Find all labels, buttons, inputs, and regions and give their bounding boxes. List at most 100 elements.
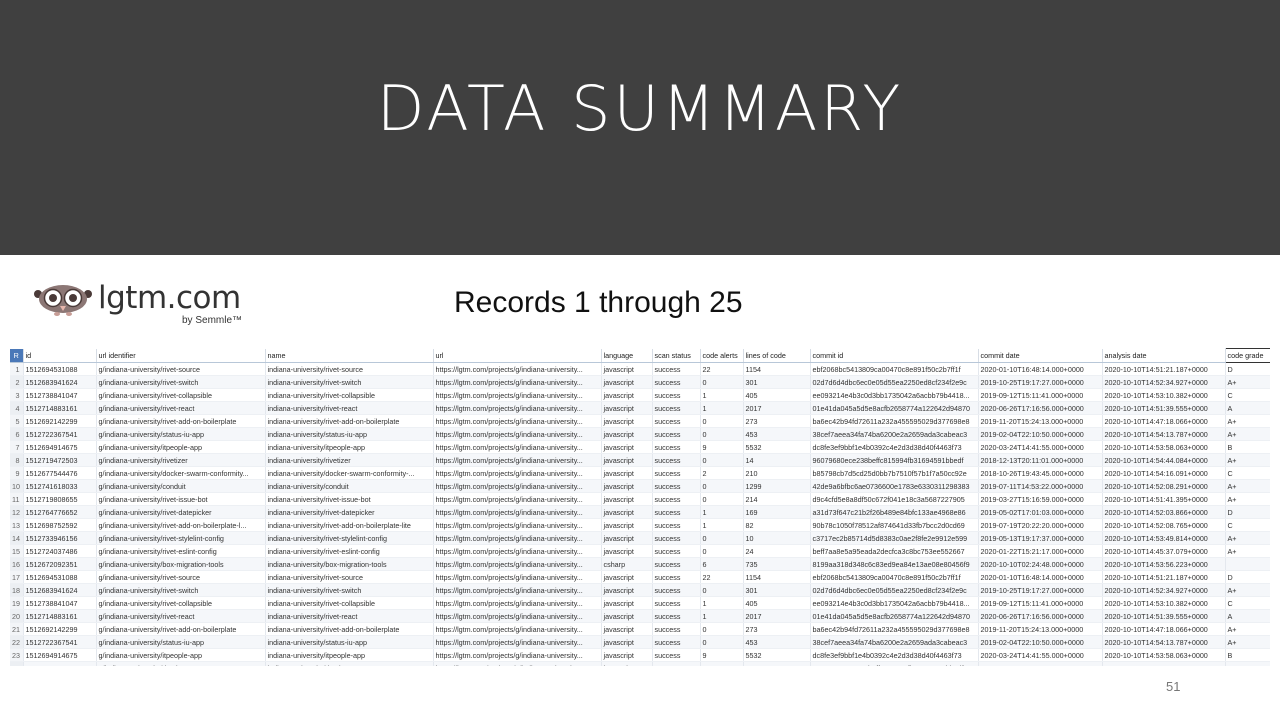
row-number[interactable]: 16 <box>10 557 24 571</box>
table-row[interactable]: 19 1512738841047 g/indiana-university/rive… <box>10 596 1270 610</box>
table-cell[interactable]: 2020-10-10T14:47:18.066+0000 <box>1102 414 1226 428</box>
table-cell[interactable]: 405 <box>743 596 811 610</box>
table-cell[interactable]: indiana-university/box-migration-tools <box>265 557 434 571</box>
table-cell[interactable]: A+ <box>1225 635 1270 649</box>
table-cell[interactable]: indiana-university/rivet-eslint-config <box>265 544 434 558</box>
table-cell[interactable]: javascript <box>601 427 653 441</box>
table-cell[interactable]: indiana-university/status-iu-app <box>265 635 434 649</box>
table-cell[interactable]: 0 <box>700 375 744 389</box>
table-cell[interactable]: indiana-university/conduit <box>265 479 434 493</box>
column-header[interactable]: url identifier <box>96 348 266 363</box>
table-cell[interactable]: 0 <box>700 661 744 666</box>
table-row[interactable]: 2 1512683941624 g/indiana-university/rivet… <box>10 375 1270 389</box>
table-cell[interactable]: g/indiana-university/rivet-issue-bot <box>96 492 266 506</box>
table-cell[interactable]: success <box>652 518 701 532</box>
table-cell[interactable]: indiana-university/itpeople-app <box>265 440 434 454</box>
row-number[interactable]: 12 <box>10 505 24 519</box>
table-row[interactable]: 241512719472503g/indiana-university/rive… <box>10 661 1270 666</box>
table-cell[interactable]: 6 <box>700 557 744 571</box>
table-row[interactable]: 7 1512694914675 g/indiana-university/itpeo… <box>10 440 1270 454</box>
table-cell[interactable]: C <box>1225 596 1270 610</box>
table-cell[interactable]: https://lgtm.com/projects/g/indiana-univ… <box>433 440 602 454</box>
table-cell[interactable]: 96079680ece238beffc815994fb31694591bbedf <box>810 453 979 467</box>
table-cell[interactable]: 1512719472503 <box>23 661 97 666</box>
table-cell[interactable]: 02d7d6d4dbc6ec0e05d55ea2250ed8cf234f2e9c <box>810 583 979 597</box>
table-cell[interactable]: A+ <box>1225 427 1270 441</box>
table-cell[interactable]: g/indiana-university/rivet-stylelint-con… <box>96 531 266 545</box>
table-cell[interactable]: 735 <box>743 557 811 571</box>
table-cell[interactable]: 0 <box>700 544 744 558</box>
table-cell[interactable]: 1512694531088 <box>23 570 97 584</box>
table-cell[interactable]: ebf2068bc5413809ca00470c8e891f50c2b7ff1f <box>810 362 979 376</box>
table-row[interactable]: 15 1512724037486 g/indiana-university/rive… <box>10 544 1270 558</box>
table-cell[interactable]: 38cef7aeea34fa74ba6200e2a2659ada3cabeac3 <box>810 635 979 649</box>
table-cell[interactable]: D <box>1225 570 1270 584</box>
table-cell[interactable]: javascript <box>601 453 653 467</box>
table-cell[interactable]: ee093214e4b3c0d3bb1735042a6acbb79b4418..… <box>810 388 979 402</box>
table-cell[interactable]: 9 <box>700 440 744 454</box>
row-number[interactable]: 14 <box>10 531 24 545</box>
table-cell[interactable]: https://lgtm.com/projects/g/indiana-univ… <box>433 375 602 389</box>
row-number[interactable]: 18 <box>10 583 24 597</box>
row-number[interactable]: 23 <box>10 648 24 662</box>
table-cell[interactable]: g/indiana-university/rivet-react <box>96 609 266 623</box>
table-row[interactable]: 17 1512694531088 g/indiana-university/rive… <box>10 570 1270 584</box>
table-cell[interactable]: indiana-university/rivet-collapsible <box>265 596 434 610</box>
table-cell[interactable]: indiana-university/rivet-switch <box>265 375 434 389</box>
table-cell[interactable]: ba6ec42b94fd72611a232a455595029d377698e8 <box>810 622 979 636</box>
table-cell[interactable]: 2020-10-10T14:52:08.291+0000 <box>1102 479 1226 493</box>
table-cell[interactable]: 2020-03-24T14:41:55.000+0000 <box>978 648 1103 662</box>
table-cell[interactable]: 0 <box>700 531 744 545</box>
table-cell[interactable]: g/indiana-university/rivet-collapsible <box>96 596 266 610</box>
table-cell[interactable]: 273 <box>743 414 811 428</box>
row-number[interactable]: 15 <box>10 544 24 558</box>
table-cell[interactable]: indiana-university/itpeople-app <box>265 648 434 662</box>
table-cell[interactable]: D <box>1225 505 1270 519</box>
column-header[interactable]: language <box>601 348 653 363</box>
table-cell[interactable]: 2 <box>700 466 744 480</box>
table-cell[interactable]: javascript <box>601 440 653 454</box>
table-row[interactable]: 14 1512733946156 g/indiana-university/rive… <box>10 531 1270 545</box>
table-cell[interactable]: A+ <box>1225 375 1270 389</box>
table-cell[interactable]: 2020-10-10T14:53:49.814+0000 <box>1102 531 1226 545</box>
table-cell[interactable]: https://lgtm.com/projects/g/indiana-univ… <box>433 388 602 402</box>
row-number[interactable]: 24 <box>10 661 24 666</box>
table-row[interactable]: 22 1512722367541 g/indiana-university/stat… <box>10 635 1270 649</box>
table-cell[interactable]: B <box>1225 440 1270 454</box>
table-cell[interactable]: A+ <box>1225 661 1270 666</box>
table-cell[interactable]: C <box>1225 466 1270 480</box>
table-cell[interactable]: 301 <box>743 583 811 597</box>
table-cell[interactable]: A+ <box>1225 544 1270 558</box>
table-cell[interactable]: success <box>652 570 701 584</box>
table-cell[interactable]: 0 <box>700 622 744 636</box>
table-cell[interactable]: 2020-10-10T02:24:48.000+0000 <box>978 557 1103 571</box>
table-cell[interactable]: 2017 <box>743 609 811 623</box>
row-number[interactable]: 8 <box>10 453 24 467</box>
table-cell[interactable]: A+ <box>1225 479 1270 493</box>
table-cell[interactable]: https://lgtm.com/projects/g/indiana-univ… <box>433 492 602 506</box>
table-cell[interactable]: javascript <box>601 570 653 584</box>
table-cell[interactable]: g/indiana-university/rivet-add-on-boiler… <box>96 622 266 636</box>
table-cell[interactable] <box>1225 557 1270 571</box>
table-cell[interactable]: 2020-10-10T14:51:39.555+0000 <box>1102 401 1226 415</box>
table-cell[interactable]: g/indiana-university/itpeople-app <box>96 648 266 662</box>
table-cell[interactable]: 2020-10-10T14:53:56.223+0000 <box>1102 557 1226 571</box>
table-cell[interactable]: 2019-05-13T19:17:37.000+0000 <box>978 531 1103 545</box>
table-cell[interactable]: 2020-10-10T14:45:37.079+0000 <box>1102 544 1226 558</box>
table-cell[interactable]: success <box>652 466 701 480</box>
table-row[interactable]: 8 1512719472503 g/indiana-university/rivet… <box>10 453 1270 467</box>
table-row[interactable]: 9 1512677544476 g/indiana-university/docke… <box>10 466 1270 480</box>
table-cell[interactable]: g/indiana-university/rivet-react <box>96 401 266 415</box>
table-cell[interactable]: 2019-05-02T17:01:03.000+0000 <box>978 505 1103 519</box>
table-cell[interactable]: 90b78c1050f78512af874641d33fb7bcc2d0cd69 <box>810 518 979 532</box>
column-header[interactable]: scan status <box>652 348 701 363</box>
table-cell[interactable]: 2020-10-10T14:51:39.555+0000 <box>1102 609 1226 623</box>
table-cell[interactable]: 8199aa318d348c6c83ed9ea84e13ae08e80456f9 <box>810 557 979 571</box>
row-number[interactable]: 17 <box>10 570 24 584</box>
table-row[interactable]: 18 1512683941624 g/indiana-university/rive… <box>10 583 1270 597</box>
table-row[interactable]: 5 1512692142299 g/indiana-university/rivet… <box>10 414 1270 428</box>
table-cell[interactable]: indiana-university/rivet-add-on-boilerpl… <box>265 518 434 532</box>
table-cell[interactable]: https://lgtm.com/projects/g/indiana-univ… <box>433 609 602 623</box>
table-cell[interactable]: 2020-10-10T14:54:13.787+0000 <box>1102 635 1226 649</box>
table-cell[interactable]: success <box>652 414 701 428</box>
